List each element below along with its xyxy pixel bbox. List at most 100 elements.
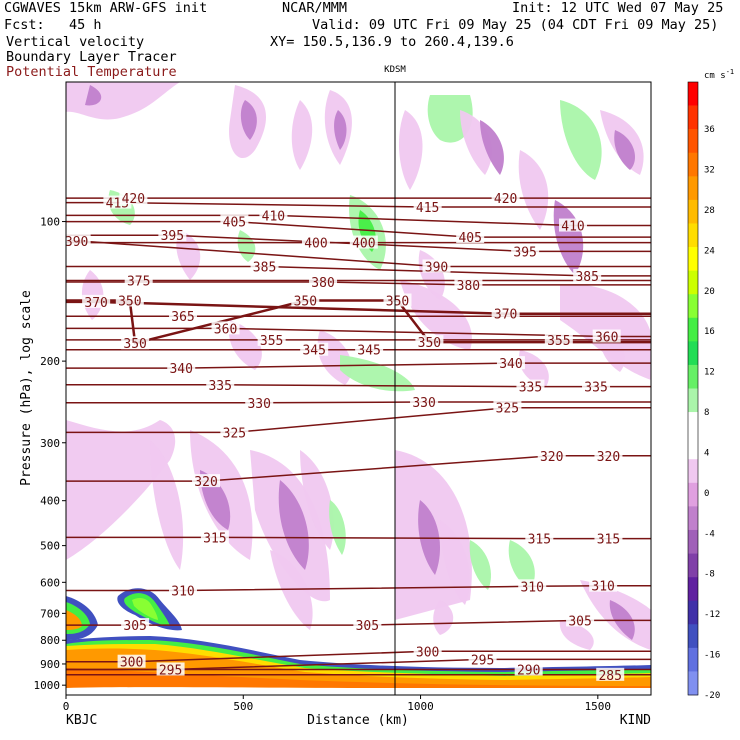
colorbar-label: -20 [704,691,720,701]
y-tick-label: 400 [40,495,60,508]
theta-label: 295 [159,663,182,678]
colorbar-label: 32 [704,166,715,176]
colorbar-unit: cm s-1 [704,68,734,81]
theta-label-bg [206,377,235,391]
theta-label-bg [220,425,249,439]
theta-label: 420 [494,192,517,207]
y-tick-label: 200 [40,355,60,368]
colorbar-label: 36 [704,125,715,135]
theta-label-bg [422,259,451,273]
theta-label-bg [119,191,148,205]
colorbar-label: -16 [704,651,720,661]
colorbar-label: 16 [704,327,715,337]
theta-label-bg [192,474,221,488]
colorbar-label: 4 [704,448,709,458]
theta-label: 330 [412,396,435,411]
theta-label: 320 [597,450,620,465]
theta-label: 325 [223,426,246,441]
theta-label: 310 [591,580,614,595]
colorbar-swatch [688,577,698,601]
theta-label-bg [349,235,378,249]
theta-label: 305 [356,619,379,634]
model-title: CGWAVES 15km ARW-GFS init [4,0,208,16]
theta-label-bg [511,244,540,258]
colorbar-swatch [688,317,698,342]
colorbar-swatch [688,388,698,413]
theta-label: 390 [65,235,88,250]
theta-label-bg [220,214,249,228]
theta-label: 385 [575,270,598,285]
colorbar-swatch [688,647,698,672]
colorbar-swatch [688,482,698,507]
theta-label: 410 [262,209,285,224]
colorbar-frame [687,81,699,696]
theta-contour [66,201,651,208]
theta-contour [66,327,651,338]
valid-time: Valid: 09 UTC Fri 09 May 25 (04 CDT Fri … [312,17,719,33]
colorbar-label: -8 [704,570,715,580]
theta-label-bg [156,662,185,676]
colorbar-swatch [688,364,698,389]
theta-label-bg [124,273,153,287]
theta-label-bg [121,336,150,350]
theta-label: 380 [311,276,334,291]
theta-label-bg [169,309,197,323]
theta-contour [66,300,651,315]
theta-label-bg [167,361,196,375]
theta-label: 375 [127,274,150,289]
theta-label: 355 [260,334,283,349]
x-tick-label: 1500 [585,700,612,713]
x-left-endpoint: KBJC [66,713,97,728]
colorbar-swatch [688,294,698,319]
y-tick-label: 300 [40,437,60,450]
theta-contour [66,220,651,238]
theta-label: 340 [169,362,192,377]
theta-contour [66,214,651,227]
theta-label-bg [300,342,329,356]
theta-label-bg [456,230,485,244]
theta-label: 335 [584,381,607,396]
theta-contour [66,281,651,286]
potential-temperature-labels: 415 420 390 395 405 410 400 400 385 375 380 350 370 3… [65,191,625,684]
y-tick-label: 700 [40,607,60,620]
theta-label: 385 [253,260,276,275]
theta-label: 370 [84,296,107,311]
theta-label: 325 [496,402,519,417]
theta-label-bg [537,448,566,462]
theta-label: 405 [223,216,246,231]
theta-label: 355 [547,334,570,349]
colorbar-swatch [688,671,698,696]
theta-label: 400 [304,237,327,252]
field-potential-temperature: Potential Temperature [6,64,177,80]
colorbar-swatch [688,105,698,130]
theta-label-bg [169,583,197,597]
theta-label-bg [410,394,439,408]
theta-label: 345 [302,344,325,359]
theta-label: 315 [528,533,551,548]
theta-label-bg [592,329,621,343]
theta-label: 290 [517,663,540,678]
x-tick-label: 1000 [407,700,434,713]
theta-label: 380 [457,279,480,294]
colorbar-swatch [688,270,698,295]
colorbar-swatch [688,341,698,366]
theta-label-bg [559,218,587,232]
theta-contour [66,658,651,671]
org-label: NCAR/MMM [282,0,348,16]
y-tick-label: 1000 [34,679,61,692]
theta-label: 315 [203,531,226,546]
theta-label-bg [454,277,483,291]
theta-label-bg [117,654,146,668]
colorbar: 36 32 28 24 20 16 12 8 4 0 -4 -8 -12 -16 -20 [687,81,720,701]
y-tick-label: 500 [40,540,60,553]
theta-label-bg [582,379,611,393]
theta-label-bg [383,293,412,307]
colorbar-label: 28 [704,206,715,216]
init-time: Init: 12 UTC Wed 07 May 25 [512,0,724,16]
theta-label-bg [66,233,91,247]
colorbar-label: 24 [704,246,715,256]
theta-label: 395 [161,229,184,244]
theta-label: 350 [123,337,146,352]
theta-label-bg [491,306,520,320]
plot-frame [65,81,652,696]
